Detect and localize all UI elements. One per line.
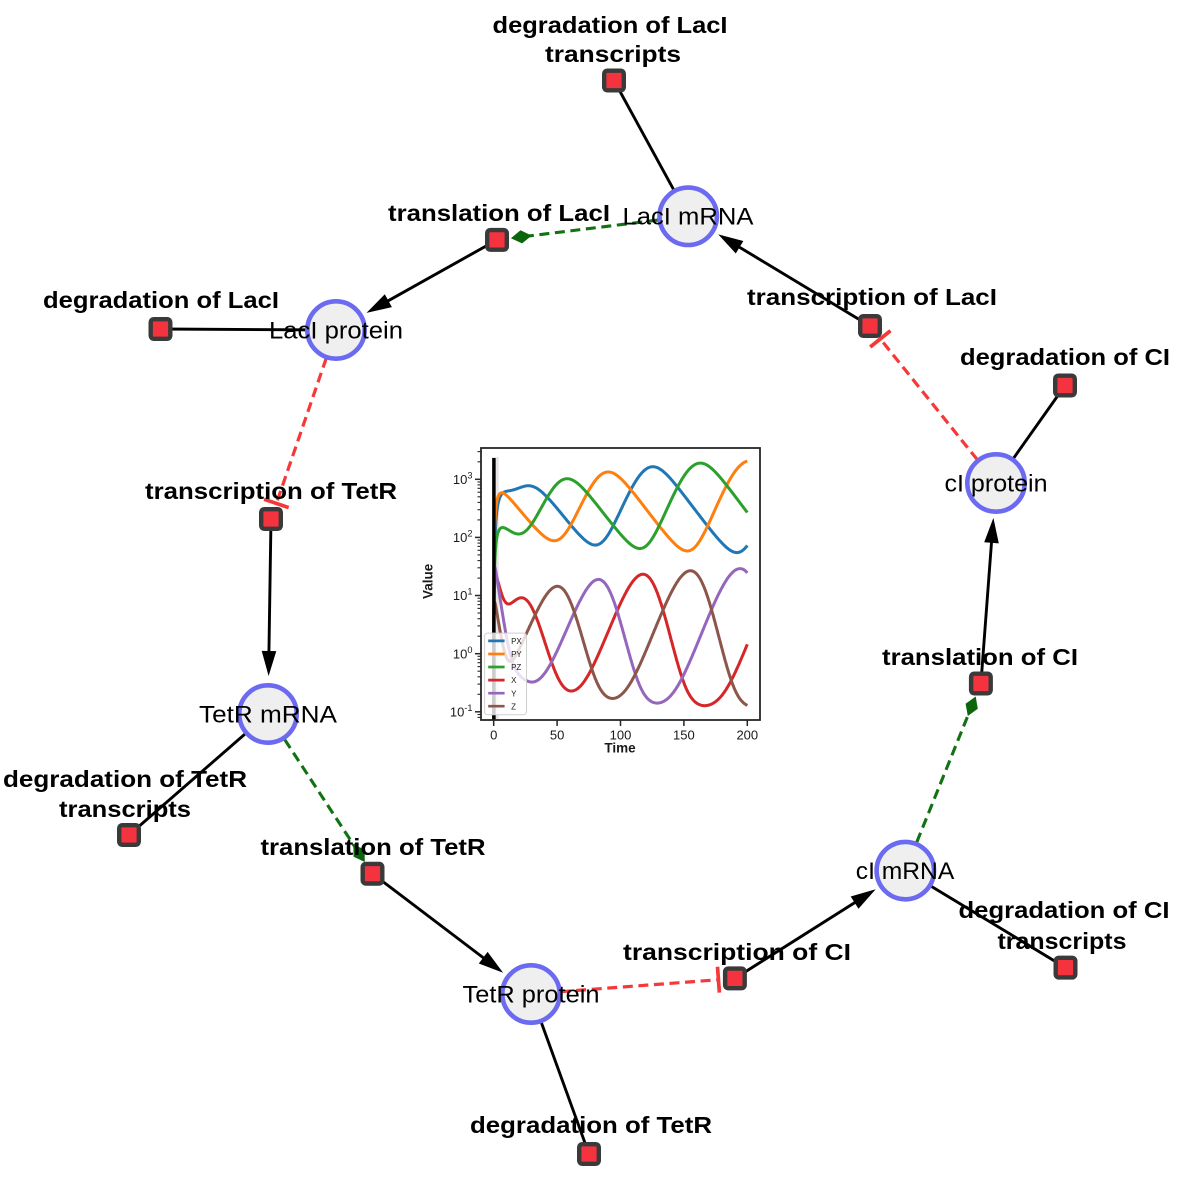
svg-text:TetR protein: TetR protein [463,981,600,1008]
svg-text:50: 50 [550,728,564,743]
svg-text:0: 0 [490,728,497,743]
svg-text:degradation of CI: degradation of CI [959,897,1170,923]
svg-text:Y: Y [511,689,517,698]
svg-text:translation of CI: translation of CI [882,644,1078,670]
svg-text:PY: PY [511,650,522,659]
svg-text:degradation of LacI: degradation of LacI [493,12,728,38]
svg-text:Z: Z [511,702,516,711]
svg-text:degradation of TetR: degradation of TetR [470,1112,712,1138]
svg-text:degradation of TetR: degradation of TetR [3,766,247,792]
svg-text:PZ: PZ [511,663,521,672]
svg-text:degradation of CI: degradation of CI [960,344,1170,370]
svg-text:LacI mRNA: LacI mRNA [623,204,754,231]
svg-text:200: 200 [736,728,758,743]
svg-text:LacI protein: LacI protein [269,317,403,344]
svg-text:cI protein: cI protein [945,470,1048,497]
svg-text:transcription of LacI: transcription of LacI [747,284,997,310]
svg-text:transcripts: transcripts [998,928,1127,954]
svg-text:150: 150 [673,728,695,743]
svg-text:Time: Time [604,741,636,756]
svg-text:cI mRNA: cI mRNA [856,858,955,885]
svg-text:translation of LacI: translation of LacI [388,200,610,226]
svg-text:Value: Value [421,563,436,599]
svg-text:transcripts: transcripts [545,41,681,67]
svg-text:TetR mRNA: TetR mRNA [199,701,337,728]
svg-text:transcription of TetR: transcription of TetR [145,478,397,504]
svg-text:X: X [511,676,517,685]
svg-text:translation of TetR: translation of TetR [261,834,486,860]
svg-text:100: 100 [610,728,632,743]
svg-text:PX: PX [511,637,522,646]
svg-text:transcripts: transcripts [59,796,191,822]
svg-text:degradation of LacI: degradation of LacI [43,287,279,313]
svg-text:transcription of CI: transcription of CI [623,939,851,965]
